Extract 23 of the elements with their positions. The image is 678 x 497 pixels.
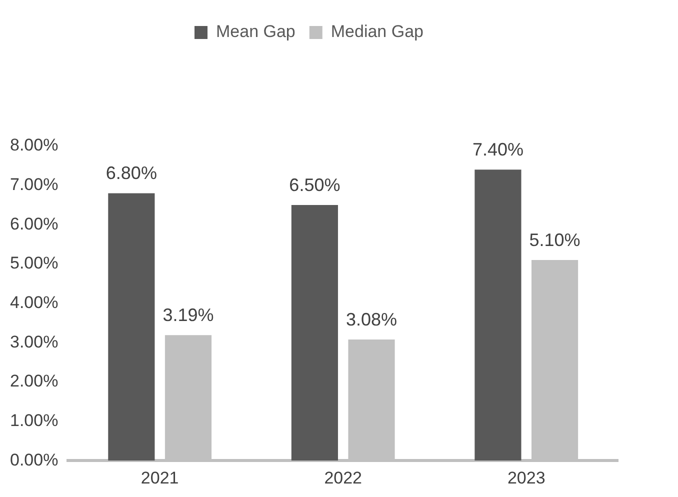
x-tick-label: 2021 (140, 468, 179, 488)
data-label: 6.80% (106, 163, 157, 184)
data-label: 6.50% (289, 174, 340, 195)
data-label: 3.08% (346, 309, 398, 330)
bar (291, 204, 338, 461)
y-tick-label: 0.00% (10, 450, 58, 470)
y-tick-label: 6.00% (10, 214, 58, 234)
x-tick-label: 2022 (324, 468, 362, 488)
data-label: 7.40% (472, 140, 524, 160)
y-tick-label: 3.00% (10, 332, 58, 352)
y-tick-label: 4.00% (10, 292, 58, 312)
y-tick-label: 5.00% (10, 254, 58, 273)
data-label: 5.10% (529, 230, 580, 250)
legend-label: Mean Gap (216, 22, 296, 42)
y-tick-label: 8.00% (10, 136, 58, 155)
data-label: 3.19% (162, 305, 214, 326)
y-tick-label: 7.00% (10, 175, 58, 194)
bar (474, 170, 522, 461)
y-tick-label: 1.00% (10, 410, 58, 430)
legend-label: Median Gap (330, 22, 424, 42)
bar (108, 193, 155, 461)
y-tick-label: 2.00% (10, 372, 58, 391)
x-tick-label: 2023 (507, 468, 546, 488)
